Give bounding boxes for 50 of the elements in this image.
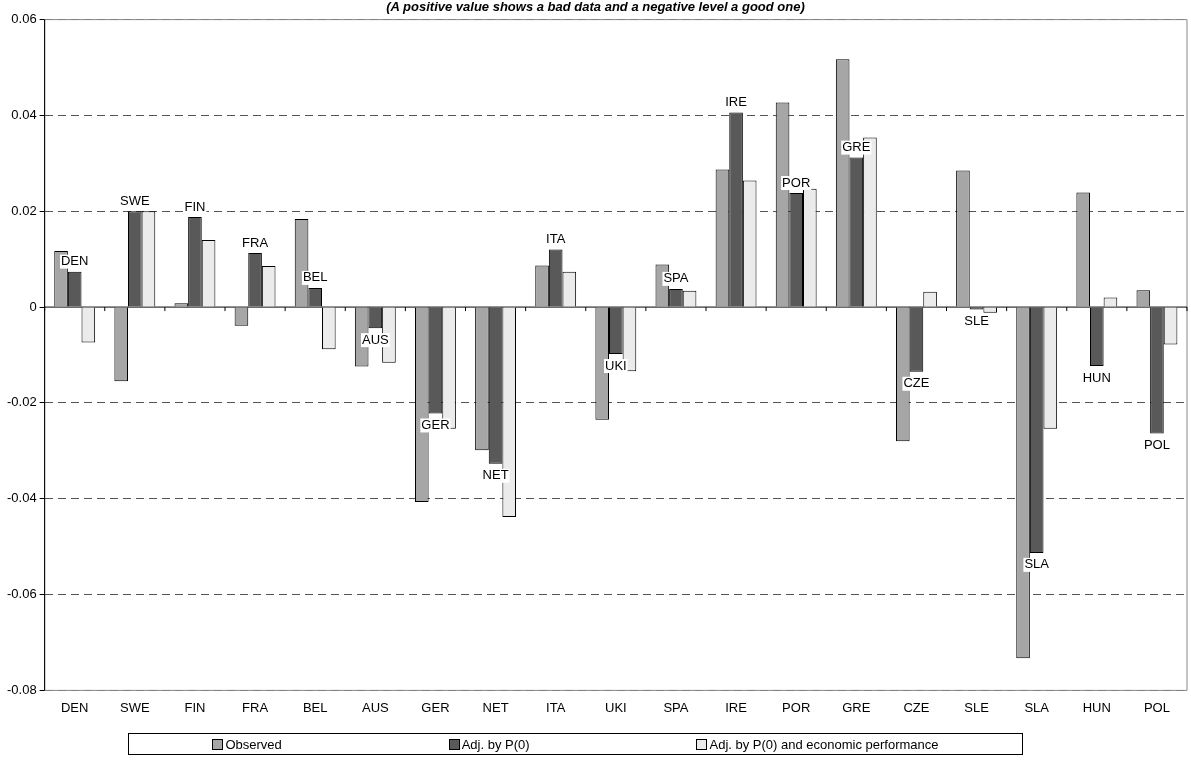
y-tick-label: 0.06 <box>11 11 37 27</box>
x-tick-label: SLE <box>964 699 990 715</box>
x-tick-label: HUN <box>1082 699 1111 715</box>
y-tick-label: 0 <box>29 298 37 314</box>
legend-label: Observed <box>225 736 282 752</box>
data-label: GRE <box>842 139 871 155</box>
data-label: SLE <box>964 313 990 329</box>
x-tick-label: NET <box>482 699 509 715</box>
legend-label: Adj. by P(0) and economic performance <box>709 736 939 752</box>
x-tick-label: CZE <box>903 699 930 715</box>
x-tick-label: AUS <box>361 699 390 715</box>
x-tick-label: FIN <box>184 699 206 715</box>
x-tick-label: GER <box>421 699 450 715</box>
x-tick-label: FRA <box>242 699 269 715</box>
data-label: AUS <box>361 331 390 347</box>
data-label: SLA <box>1024 556 1050 572</box>
legend-label: Adj. by P(0) <box>461 736 530 752</box>
x-tick-label: IRE <box>725 699 748 715</box>
y-tick-label: 0.04 <box>11 107 37 123</box>
data-label: DEN <box>60 253 89 269</box>
data-label: BEL <box>302 269 328 285</box>
data-label: POL <box>1143 437 1170 453</box>
y-tick-label: 0.02 <box>11 202 37 218</box>
y-tick-label: -0.08 <box>6 681 37 697</box>
data-label: HUN <box>1082 369 1111 385</box>
data-label: SWE <box>120 192 150 208</box>
data-label: ITA <box>546 231 566 247</box>
y-tick-label: -0.04 <box>6 490 37 506</box>
x-tick-label: SLA <box>1024 699 1050 715</box>
x-tick-label: POR <box>782 699 811 715</box>
x-tick-label: SWE <box>120 699 150 715</box>
y-tick-label: -0.06 <box>6 586 37 602</box>
data-label: SPA <box>663 270 689 286</box>
data-label: NET <box>482 467 509 483</box>
chart-title: (A positive value shows a bad data and a negative level a good one) <box>386 0 805 15</box>
x-tick-label: POL <box>1143 699 1170 715</box>
x-tick-label: UKI <box>604 699 627 715</box>
x-tick-label: DEN <box>60 699 89 715</box>
x-tick-label: ITA <box>546 699 566 715</box>
data-label: IRE <box>725 94 748 110</box>
x-tick-label: GRE <box>842 699 871 715</box>
data-label: UKI <box>604 357 627 373</box>
y-tick-label: -0.02 <box>6 394 37 410</box>
data-label: FRA <box>242 234 269 250</box>
data-label: POR <box>782 174 811 190</box>
x-tick-label: BEL <box>302 699 328 715</box>
data-label: FIN <box>184 198 206 214</box>
x-tick-label: SPA <box>663 699 689 715</box>
data-label: GER <box>421 417 450 433</box>
data-label: CZE <box>903 375 930 391</box>
